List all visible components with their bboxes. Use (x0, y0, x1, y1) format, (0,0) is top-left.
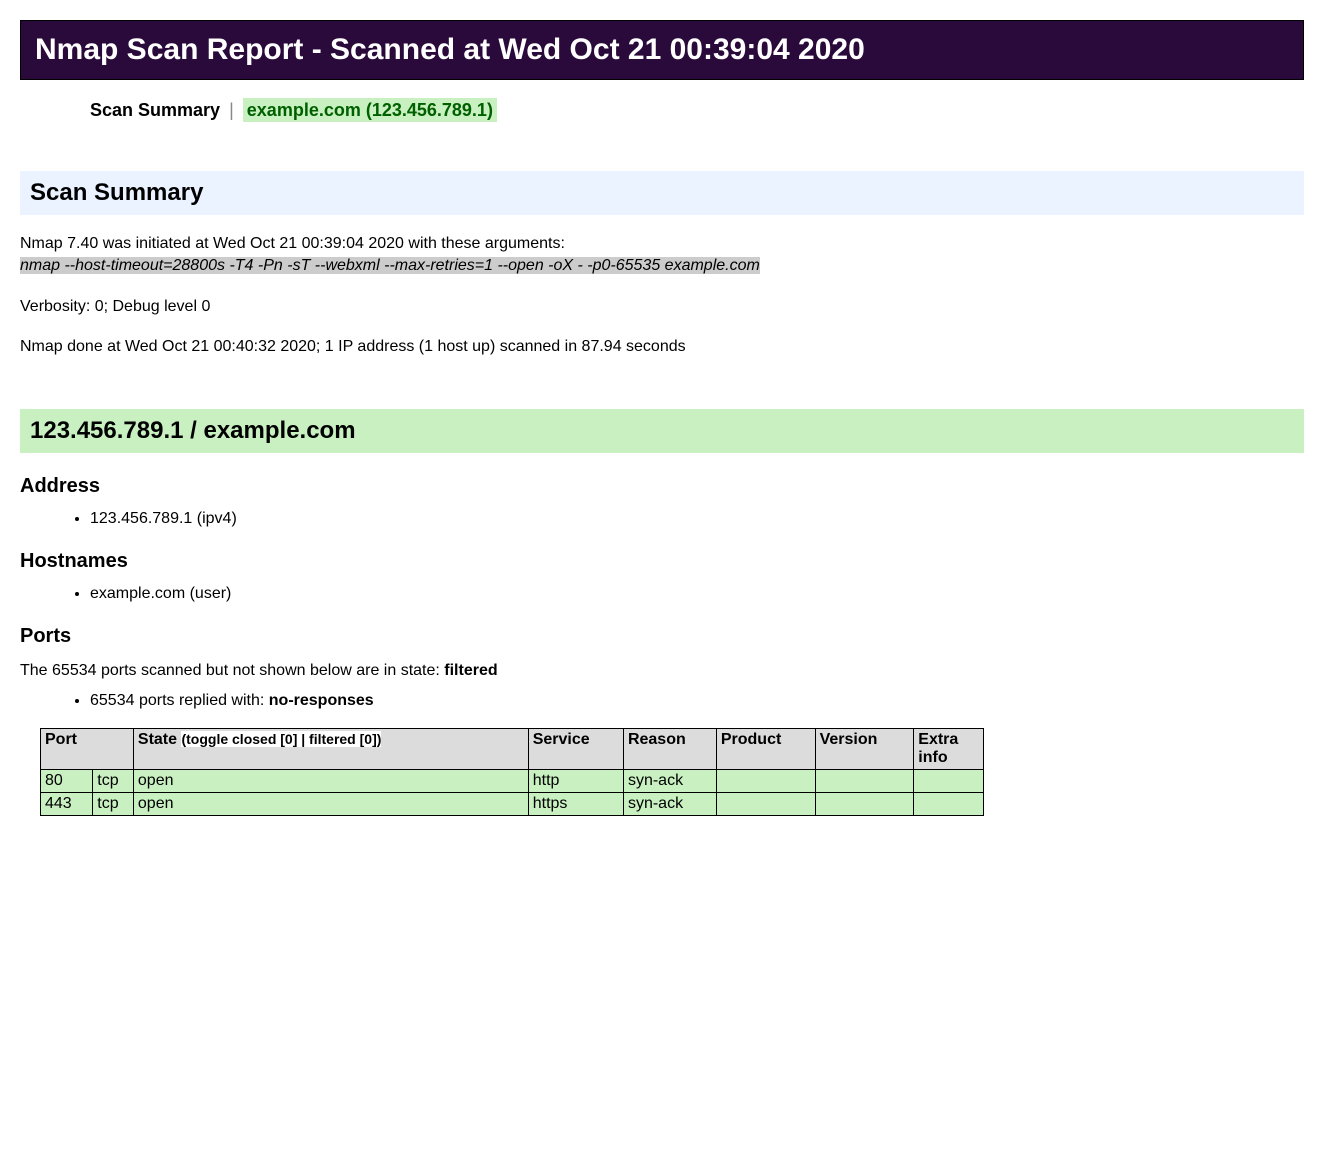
th-service: Service (528, 728, 623, 769)
summary-initiated: Nmap 7.40 was initiated at Wed Oct 21 00… (20, 233, 820, 278)
th-state-label: State (138, 731, 177, 748)
ports-intro-pre: The 65534 ports scanned but not shown be… (20, 662, 444, 679)
ports-reply-list: 65534 ports replied with: no-responses (20, 692, 1304, 710)
cell-product (716, 792, 815, 815)
nav-scan-summary-link[interactable]: Scan Summary (90, 100, 220, 120)
ports-heading: Ports (20, 625, 1304, 648)
list-item: example.com (user) (90, 585, 1304, 603)
nav-separator: | (229, 100, 234, 120)
cell-service: http (528, 769, 623, 792)
th-version: Version (815, 728, 914, 769)
nav-host-link[interactable]: example.com (123.456.789.1) (243, 98, 497, 122)
address-heading: Address (20, 475, 1304, 498)
cell-product (716, 769, 815, 792)
cell-proto: tcp (93, 769, 134, 792)
cell-port: 80 (41, 769, 93, 792)
hostnames-list: example.com (user) (20, 585, 1304, 603)
cell-state: open (133, 769, 528, 792)
th-state-toggle-text: (toggle closed [0] | filtered [0]) (181, 731, 381, 747)
cell-proto: tcp (93, 792, 134, 815)
cell-port: 443 (41, 792, 93, 815)
host-heading: 123.456.789.1 / example.com (20, 409, 1304, 453)
summary-initiated-text: Nmap 7.40 was initiated at Wed Oct 21 00… (20, 235, 565, 252)
cell-extra (914, 769, 984, 792)
hostnames-heading: Hostnames (20, 550, 1304, 573)
cell-extra (914, 792, 984, 815)
page-title: Nmap Scan Report - Scanned at Wed Oct 21… (20, 20, 1304, 80)
th-extra: Extra info (914, 728, 984, 769)
list-item: 123.456.789.1 (ipv4) (90, 510, 1304, 528)
table-row: 80 tcp open http syn-ack (41, 769, 984, 792)
th-state-toggle[interactable]: (toggle closed [0] | filtered [0]) (181, 731, 381, 747)
ports-table-body: 80 tcp open http syn-ack 443 tcp open ht… (41, 769, 984, 815)
scan-summary-heading: Scan Summary (20, 171, 1304, 215)
th-port: Port (41, 728, 134, 769)
ports-reply-val: no-responses (269, 692, 374, 709)
th-state: State (toggle closed [0] | filtered [0]) (133, 728, 528, 769)
ports-reply-pre: 65534 ports replied with: (90, 692, 269, 709)
nav-line: Scan Summary | example.com (123.456.789.… (90, 100, 1304, 121)
summary-done: Nmap done at Wed Oct 21 00:40:32 2020; 1… (20, 336, 820, 358)
table-row: 443 tcp open https syn-ack (41, 792, 984, 815)
th-product: Product (716, 728, 815, 769)
th-reason: Reason (623, 728, 716, 769)
ports-intro-state: filtered (444, 662, 497, 679)
summary-verbosity: Verbosity: 0; Debug level 0 (20, 296, 820, 318)
address-list: 123.456.789.1 (ipv4) (20, 510, 1304, 528)
ports-table: Port State (toggle closed [0] | filtered… (40, 728, 984, 816)
ports-intro: The 65534 ports scanned but not shown be… (20, 660, 820, 682)
cell-version (815, 769, 914, 792)
cell-service: https (528, 792, 623, 815)
cell-state: open (133, 792, 528, 815)
list-item: 65534 ports replied with: no-responses (90, 692, 1304, 710)
table-header-row: Port State (toggle closed [0] | filtered… (41, 728, 984, 769)
cell-version (815, 792, 914, 815)
cell-reason: syn-ack (623, 792, 716, 815)
cell-reason: syn-ack (623, 769, 716, 792)
summary-command: nmap --host-timeout=28800s -T4 -Pn -sT -… (20, 257, 760, 274)
